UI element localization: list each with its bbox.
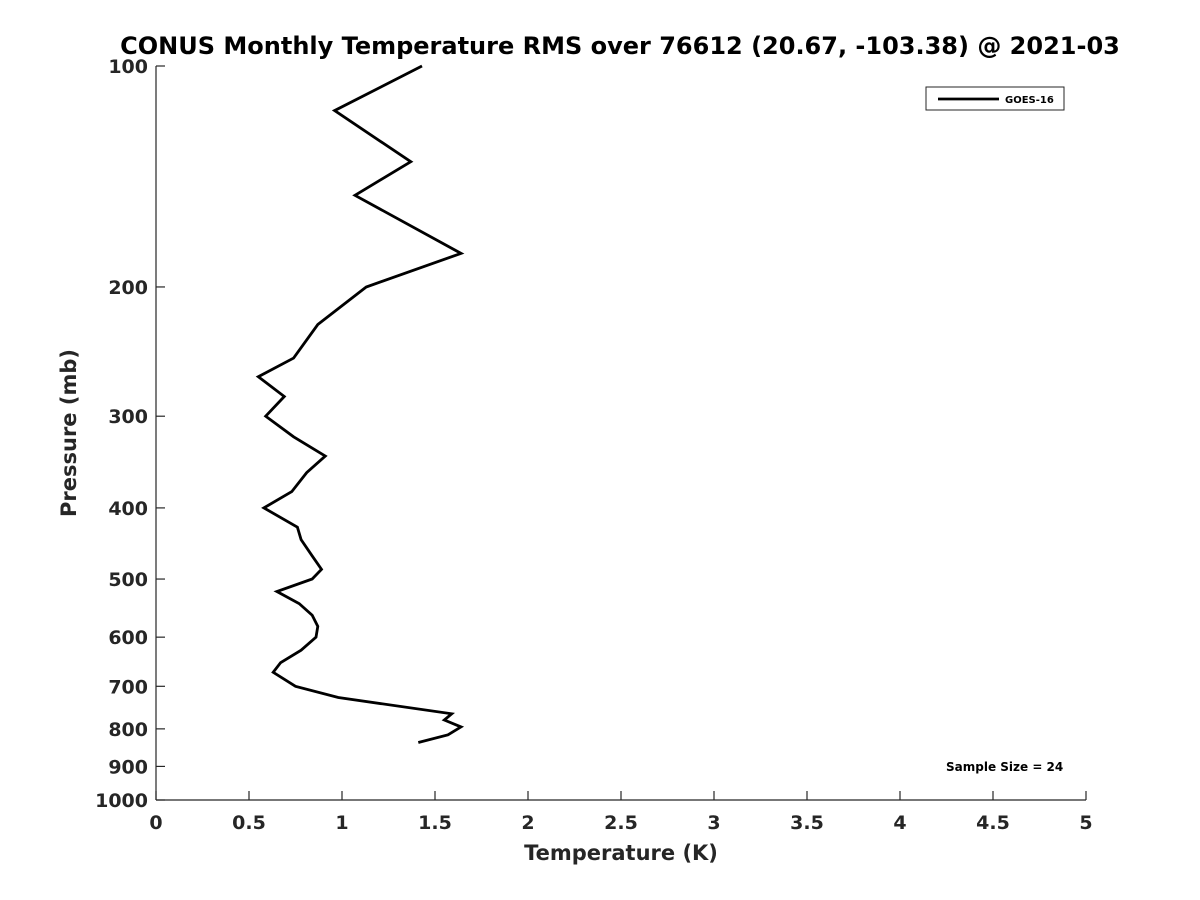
x-tick-label: 5	[1079, 812, 1092, 834]
series-layer	[255, 64, 465, 744]
x-ticks: 0 0.5 1 1.5 2 2.5 3 3.5 4 4.5 5	[149, 791, 1093, 834]
y-tick-label: 700	[108, 676, 148, 698]
x-tick-label: 2	[521, 812, 534, 834]
y-tick-label: 400	[108, 498, 148, 520]
y-ticks: 100 200 300 400 500 600 700 800 900 1000	[95, 56, 165, 812]
x-axis-label: Temperature (K)	[524, 841, 718, 865]
legend-entry-goes-16: GOES-16	[1005, 95, 1054, 106]
y-tick-label: 800	[108, 719, 148, 741]
chart-title: CONUS Monthly Temperature RMS over 76612…	[120, 32, 1120, 60]
x-tick-label: 4	[893, 812, 906, 834]
x-tick-label: 0	[149, 812, 162, 834]
x-tick-label: 0.5	[232, 812, 266, 834]
y-axis-label: Pressure (mb)	[57, 349, 81, 517]
y-tick-label: 900	[108, 756, 148, 778]
axes	[155, 66, 1086, 801]
y-tick-label: 100	[108, 56, 148, 78]
x-tick-label: 1.5	[418, 812, 452, 834]
x-tick-label: 4.5	[976, 812, 1010, 834]
y-tick-label: 500	[108, 569, 148, 591]
legend: GOES-16	[925, 86, 1065, 111]
series-line-goes-16	[255, 64, 465, 744]
x-tick-label: 3.5	[790, 812, 824, 834]
y-tick-label: 200	[108, 277, 148, 299]
x-tick-label: 1	[335, 812, 348, 834]
y-tick-label: 300	[108, 406, 148, 428]
y-tick-label: 1000	[95, 790, 148, 812]
x-tick-label: 3	[707, 812, 720, 834]
x-tick-label: 2.5	[604, 812, 638, 834]
y-tick-label: 600	[108, 627, 148, 649]
sample-size-annotation: Sample Size = 24	[946, 760, 1063, 774]
